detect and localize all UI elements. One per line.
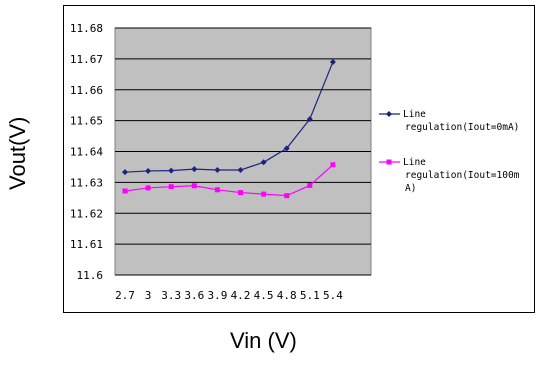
data-point [145,185,151,191]
data-point [330,162,336,168]
y-tick-label: 11.65 [70,115,103,128]
data-point [237,167,244,174]
y-tick-label: 11.67 [70,53,103,66]
x-tick-label: 5.1 [300,289,320,302]
y-tick-label: 11.61 [70,238,103,251]
series-line-1 [124,61,334,173]
x-tick-label: 2.7 [115,289,135,302]
data-point [145,167,152,174]
x-tick-label: 3.6 [184,289,204,302]
data-point [329,58,336,65]
x-tick-label: 3.9 [207,289,227,302]
y-tick-label: 11.64 [70,146,103,159]
data-point [168,184,174,190]
series-line-2 [124,164,334,197]
legend-label: A) [405,183,416,194]
legend-marker [386,111,392,117]
data-point [284,193,290,199]
data-point [306,116,313,123]
x-tick-label: 4.8 [277,289,297,302]
x-tick-label: 3 [145,289,152,302]
legend-label: Line [403,109,426,120]
x-tick-label: 5.4 [323,289,343,302]
data-point [238,190,243,196]
y-tick-label: 11.6 [77,269,104,282]
legend-label: regulation(Iout=100m [405,170,520,181]
y-tick-label: 11.68 [70,22,103,35]
x-tick-label: 3.3 [161,289,181,302]
data-point [191,166,198,173]
data-point [122,169,128,176]
data-point [214,167,221,174]
y-tick-label: 11.66 [70,84,103,97]
data-point [214,187,220,193]
data-point [307,182,313,188]
data-point [122,188,128,194]
data-point [283,145,290,152]
legend-label: regulation(Iout=0mA) [405,122,519,133]
y-axis-label: Vout(V) [5,116,30,190]
data-point [260,159,267,166]
y-tick-label: 11.62 [70,207,103,220]
y-tick-label: 11.63 [70,176,103,189]
data-point [168,167,175,174]
data-point [191,183,197,189]
legend-marker [386,159,392,165]
x-tick-label: 4.2 [231,289,251,302]
data-point [261,191,267,197]
legend-label: Line [403,157,426,168]
x-tick-label: 4.5 [254,289,274,302]
x-axis-label: Vin (V) [230,328,297,353]
